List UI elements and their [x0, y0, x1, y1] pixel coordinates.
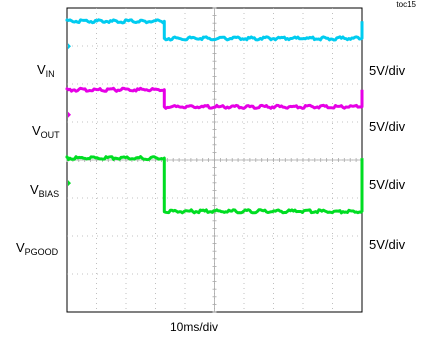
channel-label-pgood: VPGOOD — [16, 240, 58, 257]
channel-label-main: V — [37, 62, 46, 77]
scale-label-pgood: 5V/div — [369, 237, 406, 252]
chart-id-label: toc15 — [396, 0, 416, 9]
trace-pgood — [65, 155, 364, 215]
trace-out — [65, 18, 364, 42]
scale-label-in: 5V/div — [369, 63, 406, 78]
channel-markers — [68, 43, 71, 187]
channel-label-main: V — [30, 182, 39, 197]
channel-label-main: V — [32, 123, 41, 138]
timebase-label: 10ms/div — [170, 320, 219, 334]
trace-bias — [65, 86, 364, 110]
channel-label-main: V — [16, 240, 25, 255]
channel-label-sub: OUT — [40, 130, 60, 140]
channel-label-sub: BIAS — [38, 189, 60, 199]
channel-label-sub: PGOOD — [24, 247, 59, 257]
graticule — [66, 7, 363, 313]
scale-label-bias: 5V/div — [369, 177, 406, 192]
ground-marker-bias — [68, 111, 71, 118]
ground-marker-pgood — [68, 180, 71, 187]
scale-label-out: 5V/div — [369, 119, 406, 134]
channel-label-bias: VBIAS — [30, 182, 59, 199]
channel-label-in: VIN — [37, 62, 55, 79]
ground-marker-out — [68, 43, 71, 50]
traces — [65, 18, 364, 215]
channel-label-sub: IN — [45, 69, 55, 79]
channel-label-out: VOUT — [32, 123, 60, 140]
